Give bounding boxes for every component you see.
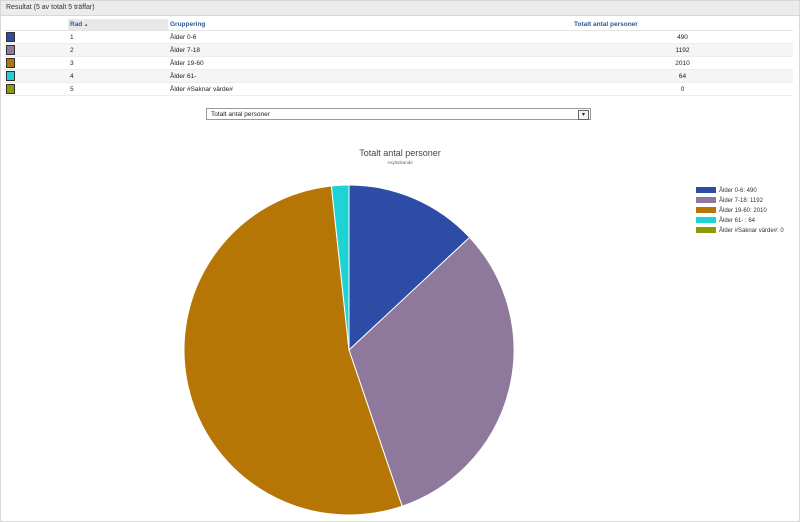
table-row[interactable]: 5 Ålder #Saknar värde# 0	[4, 82, 793, 96]
legend-item: Ålder 7-18: 1192	[696, 197, 784, 207]
table-row[interactable]: 3 Ålder 19-60 2010	[4, 56, 793, 70]
row-grouping: Ålder #Saknar värde#	[168, 82, 572, 96]
legend-swatch	[696, 217, 716, 224]
legend-swatch	[696, 187, 716, 194]
legend-item: Ålder #Saknar värde#: 0	[696, 227, 784, 237]
color-swatch	[6, 58, 15, 68]
measure-select[interactable]: Totalt antal personer ▾	[206, 108, 591, 120]
color-swatch	[6, 45, 15, 55]
legend-item: Ålder 19-60: 2010	[696, 207, 784, 217]
legend-swatch	[696, 197, 716, 204]
pie-slice-4[interactable]	[330, 184, 350, 351]
legend-label: Ålder #Saknar värde#: 0	[719, 228, 784, 234]
row-color-cell	[4, 82, 68, 96]
row-number: 1	[68, 30, 168, 44]
table-row[interactable]: 2 Ålder 7-18 1192	[4, 43, 793, 57]
row-total: 2010	[572, 56, 793, 70]
results-table: Rad ▲ Gruppering Totalt antal personer 1…	[4, 19, 793, 96]
chevron-down-icon[interactable]: ▾	[578, 110, 589, 120]
row-total: 0	[572, 82, 793, 96]
chart-legend: Ålder 0-6: 490 Ålder 7-18: 1192 Ålder 19-6…	[696, 187, 784, 237]
row-number: 2	[68, 43, 168, 57]
legend-swatch	[696, 227, 716, 234]
row-color-cell	[4, 43, 68, 57]
color-swatch	[6, 71, 15, 81]
swatch-column-header	[4, 19, 68, 31]
row-color-cell	[4, 56, 68, 70]
row-grouping: Ålder 7-18	[168, 43, 572, 57]
total-column-header[interactable]: Totalt antal personer	[572, 19, 793, 31]
row-color-cell	[4, 69, 68, 83]
results-header: Resultat (5 av totalt 5 träffar)	[1, 1, 799, 16]
table-row[interactable]: 1 Ålder 0-6 490	[4, 30, 793, 44]
row-grouping: Ålder 61-	[168, 69, 572, 83]
pie-slice-2[interactable]	[348, 236, 515, 507]
chart-title: Totalt antal personer	[359, 148, 441, 158]
grouping-column-header[interactable]: Gruppering	[168, 19, 572, 31]
legend-label: Ålder 7-18: 1192	[719, 198, 763, 204]
table-header-row: Rad ▲ Gruppering Totalt antal personer	[4, 19, 793, 31]
row-grouping: Ålder 19-60	[168, 56, 572, 70]
legend-swatch	[696, 207, 716, 214]
legend-label: Ålder 61- : 64	[719, 218, 756, 224]
legend-item: Ålder 61- : 64	[696, 217, 784, 227]
row-grouping: Ålder 0-6	[168, 30, 572, 44]
legend-item: Ålder 0-6: 490	[696, 187, 784, 197]
color-swatch	[6, 32, 15, 42]
legend-label: Ålder 19-60: 2010	[719, 208, 767, 214]
row-number: 3	[68, 56, 168, 70]
row-total: 64	[572, 69, 793, 83]
chart-subtitle: Asylsökande	[387, 160, 413, 165]
legend-label: Ålder 0-6: 490	[719, 188, 757, 194]
row-number: 5	[68, 82, 168, 96]
pie-slice-1[interactable]	[348, 184, 471, 352]
color-swatch	[6, 84, 15, 94]
row-total: 1192	[572, 43, 793, 57]
rad-header-label[interactable]: Rad	[70, 21, 83, 28]
row-number: 4	[68, 69, 168, 83]
sort-ascending-icon: ▲	[84, 22, 89, 27]
table-row[interactable]: 4 Ålder 61- 64	[4, 69, 793, 83]
pie-slice-3[interactable]	[183, 185, 403, 516]
row-color-cell	[4, 30, 68, 44]
measure-select-value: Totalt antal personer	[211, 111, 270, 118]
rad-column-header[interactable]: Rad ▲	[68, 19, 168, 31]
row-total: 490	[572, 30, 793, 44]
